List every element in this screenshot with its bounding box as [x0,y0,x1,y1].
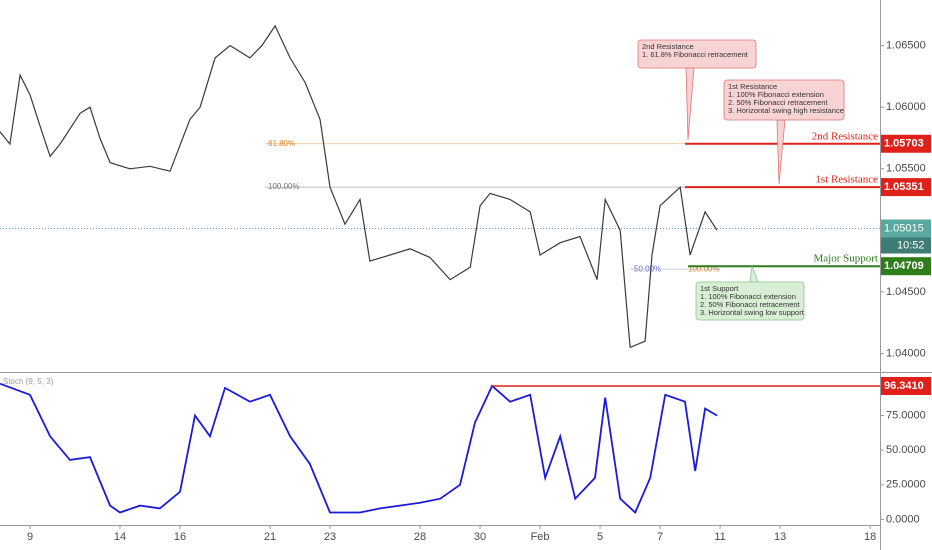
fib-label: 100.00% [688,264,720,273]
annotation-text: 1. 100% Fibonacci extension [728,90,824,99]
annotation-box [723,79,845,121]
y2-tick-label: 75.0000 [886,409,926,421]
level-value-box [881,178,931,197]
annotation-text: 1. 100% Fibonacci extension [700,292,796,301]
annotation-text: 1st Support [700,284,739,293]
x-tick-label: 30 [474,531,486,543]
level-value-box [881,134,931,153]
level-value-box [881,257,931,276]
stoch-level-box [881,376,931,395]
fib-label: 61.80% [268,139,295,148]
stoch-level-value: 96.3410 [884,380,924,392]
current-price-box [881,219,931,238]
annotation-text: 2. 50% Fibonacci retracement [700,300,801,309]
annotation-text: 2. 50% Fibonacci retracement [728,98,829,107]
countdown-box [881,237,931,254]
level-name: 2nd Resistance [812,130,878,142]
level-value: 1.04709 [884,260,924,272]
x-tick-label: 16 [174,531,186,543]
x-tick-label: 18 [864,531,876,543]
stoch-name: Stoch (9, 5, 3) [3,377,54,386]
stoch-line [0,382,718,515]
annotation-text: 3. Horizontal swing low support [700,308,805,317]
annotation-text: 3. Horizontal swing high resistance [728,106,844,115]
y-tick-label: 1.06500 [886,39,926,51]
x-tick-label: 5 [597,531,603,543]
x-tick-label: Feb [531,531,550,543]
level-name: Major Support [814,253,878,265]
level-value: 1.05703 [884,138,924,150]
countdown: 10:52 [897,239,925,251]
y2-tick-label: 25.0000 [886,479,926,491]
price-line [0,24,718,349]
x-tick-label: 23 [324,531,336,543]
y-tick-label: 1.05500 [886,163,926,175]
y-tick-label: 1.04000 [886,347,926,359]
x-tick-label: 9 [27,531,33,543]
fib-label: 100.00% [268,182,300,191]
level-name: 1st Resistance [815,174,878,186]
x-tick-label: 28 [414,531,426,543]
x-tick-label: 7 [657,531,663,543]
current-price-value: 1.05015 [884,222,924,234]
y2-tick-label: 50.0000 [886,444,926,456]
y-tick-label: 1.06000 [886,101,926,113]
x-tick-label: 21 [264,531,276,543]
y2-tick-label: 0.0000 [886,513,920,525]
annotation-text: 2nd Resistance [642,42,694,51]
level-value: 1.05351 [884,181,924,193]
x-tick-label: 14 [114,531,126,543]
annotation-box [637,39,757,69]
x-tick-label: 13 [774,531,786,543]
annotation-text: 1. 61.8% Fibonacci retracement [642,50,749,59]
annotation-box [695,281,805,321]
annotation-text: 1st Resistance [728,82,777,91]
x-tick-label: 11 [714,531,725,543]
y-tick-label: 1.04500 [886,286,926,298]
